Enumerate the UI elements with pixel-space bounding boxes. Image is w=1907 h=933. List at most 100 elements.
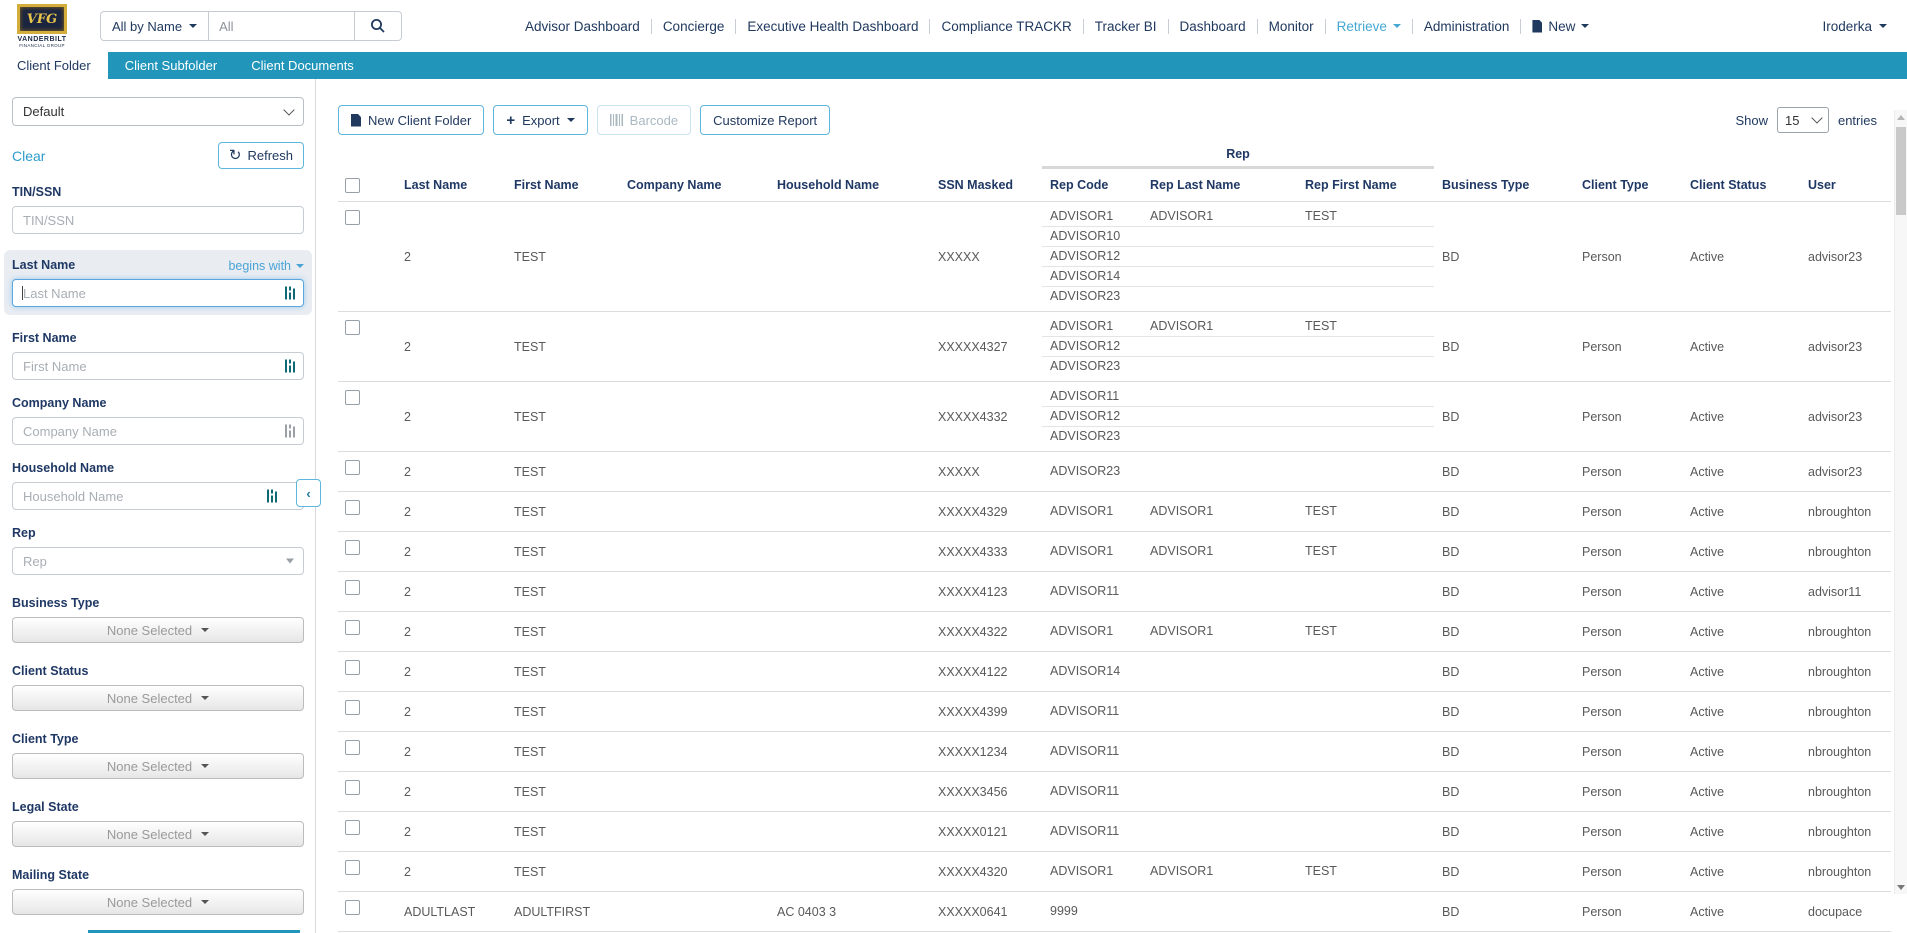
cell-user: nbroughton — [1808, 864, 1872, 879]
mailing-state-dropdown[interactable]: None Selected — [12, 889, 304, 915]
row-checkbox[interactable] — [345, 780, 360, 795]
nav-separator — [1082, 18, 1084, 34]
user-name: Iroderka — [1822, 18, 1872, 34]
rep-line: ADVISOR23 — [1042, 357, 1434, 376]
cell-rep-last-name — [1142, 357, 1297, 376]
customize-report-label: Customize Report — [713, 112, 818, 128]
nav-separator — [1520, 18, 1522, 34]
barcode-icon[interactable] — [267, 489, 278, 503]
search-button[interactable] — [355, 11, 402, 41]
row-checkbox[interactable] — [345, 740, 360, 755]
cell-client-type: Person — [1582, 864, 1622, 879]
customize-report-button[interactable]: Customize Report — [700, 105, 831, 135]
cell-rep-code: ADVISOR23 — [1050, 289, 1121, 303]
cell-rep-last-name — [1142, 247, 1297, 266]
cell-last-name: 2 — [404, 704, 411, 719]
cell-business-type: BD — [1442, 744, 1460, 759]
scroll-down-arrow[interactable] — [1895, 880, 1907, 894]
row-checkbox[interactable] — [345, 580, 360, 595]
row-checkbox[interactable] — [345, 620, 360, 635]
cell-client-status: Active — [1690, 784, 1725, 799]
user-menu[interactable]: Iroderka — [1822, 19, 1887, 34]
new-client-folder-button[interactable]: New Client Folder — [338, 105, 485, 135]
row-checkbox[interactable] — [345, 660, 360, 675]
tab-client-documents[interactable]: Client Documents — [251, 58, 354, 73]
nav-item-retrieve[interactable]: Retrieve — [1326, 19, 1412, 34]
row-checkbox[interactable] — [345, 860, 360, 875]
nav-item-tracker-bi[interactable]: Tracker BI — [1084, 19, 1168, 34]
barcode-icon[interactable] — [285, 286, 296, 300]
table-row: 2 TEST XXXXX0121 ADVISOR11 BD Person Active nbr… — [338, 811, 1891, 851]
export-button[interactable]: + Export — [493, 105, 588, 135]
legal-state-dropdown[interactable]: None Selected — [12, 821, 304, 847]
nav-item-advisor-dashboard[interactable]: Advisor Dashboard — [514, 19, 651, 34]
dropdown-value: None Selected — [106, 894, 193, 910]
row-checkbox[interactable] — [345, 500, 360, 515]
tab-client-folder[interactable]: Client Folder — [0, 52, 108, 79]
refresh-button[interactable]: ↻ Refresh — [217, 142, 304, 169]
rep-line: ADVISOR1 ADVISOR1 TEST — [1042, 862, 1434, 881]
cell-last-name: 2 — [404, 864, 411, 879]
cell-client-type: Person — [1582, 409, 1622, 424]
tin-input[interactable] — [12, 206, 304, 234]
nav-item-concierge[interactable]: Concierge — [652, 19, 736, 34]
row-checkbox[interactable] — [345, 210, 360, 225]
row-checkbox[interactable] — [345, 820, 360, 835]
nav-item-monitor[interactable]: Monitor — [1258, 19, 1325, 34]
search-input[interactable] — [209, 11, 355, 41]
business-type-dropdown[interactable]: None Selected — [12, 617, 304, 643]
cell-first-name: TEST — [514, 249, 546, 264]
company-name-input[interactable] — [12, 417, 304, 445]
collapse-sidebar-button[interactable]: ‹ — [296, 479, 321, 507]
household-name-input[interactable] — [12, 482, 304, 510]
clear-link[interactable]: Clear — [12, 147, 46, 164]
cell-ssn-masked: XXXXX4329 — [938, 504, 1008, 519]
last-name-operator-dropdown[interactable]: begins with — [228, 259, 304, 273]
row-checkbox[interactable] — [345, 700, 360, 715]
col-header-ssn-masked: SSN Masked — [938, 178, 1014, 192]
last-name-label: Last Name — [12, 258, 76, 272]
cell-rep-last-name: ADVISOR1 — [1150, 504, 1214, 518]
rep-block: ADVISOR11 — [1042, 817, 1434, 846]
rep-line: ADVISOR12 — [1042, 337, 1434, 357]
vfg-logo[interactable]: VFG VANDERBILT FINANCIAL GROUP — [10, 4, 74, 48]
tab-client-subfolder[interactable]: Client Subfolder — [124, 58, 218, 73]
nav-item-administration[interactable]: Administration — [1413, 19, 1521, 34]
search-scope-dropdown[interactable]: All by Name — [100, 11, 210, 41]
scrollbar-thumb[interactable] — [1896, 127, 1906, 215]
nav-item-dashboard[interactable]: Dashboard — [1169, 19, 1257, 34]
rep-label: Rep — [12, 526, 36, 540]
cell-business-type: BD — [1442, 584, 1460, 599]
row-checkbox[interactable] — [345, 320, 360, 335]
barcode-icon[interactable] — [285, 359, 296, 373]
scroll-up-arrow[interactable] — [1895, 110, 1907, 124]
cell-business-type: BD — [1442, 664, 1460, 679]
cell-rep-last-name — [1142, 387, 1297, 406]
nav-item-executive-health-dashboard[interactable]: Executive Health Dashboard — [736, 19, 929, 34]
row-checkbox[interactable] — [345, 460, 360, 475]
table-row: 2 TEST XXXXX4399 ADVISOR11 BD Person Active nbr… — [338, 691, 1891, 731]
col-header-rep-last-name: Rep Last Name — [1150, 178, 1241, 192]
first-name-input[interactable] — [12, 352, 304, 380]
vertical-scrollbar[interactable] — [1894, 110, 1907, 894]
client-status-dropdown[interactable]: None Selected — [12, 685, 304, 711]
chevron-down-icon — [1392, 24, 1401, 28]
cell-user: nbroughton — [1808, 704, 1872, 719]
cell-first-name: TEST — [514, 784, 546, 799]
chevron-down-icon — [201, 764, 210, 768]
row-checkbox[interactable] — [345, 900, 360, 915]
last-name-input[interactable] — [12, 279, 304, 307]
client-type-dropdown[interactable]: None Selected — [12, 753, 304, 779]
cell-rep-code: ADVISOR23 — [1050, 464, 1121, 478]
row-checkbox[interactable] — [345, 540, 360, 555]
vfg-logo-mark: VFG — [17, 4, 67, 34]
rep-input[interactable] — [12, 547, 304, 575]
view-selector[interactable]: Default — [12, 97, 304, 126]
select-all-checkbox[interactable] — [345, 178, 360, 193]
page-size-select[interactable]: 15 — [1776, 107, 1829, 133]
nav-item-new[interactable]: New — [1521, 19, 1600, 34]
row-checkbox[interactable] — [345, 390, 360, 405]
cell-client-type: Person — [1582, 824, 1622, 839]
table-row: 2 TEST XXXXX4122 ADVISOR14 BD Person Active nbr… — [338, 651, 1891, 691]
nav-item-compliance-trackr[interactable]: Compliance TRACKR — [930, 19, 1082, 34]
